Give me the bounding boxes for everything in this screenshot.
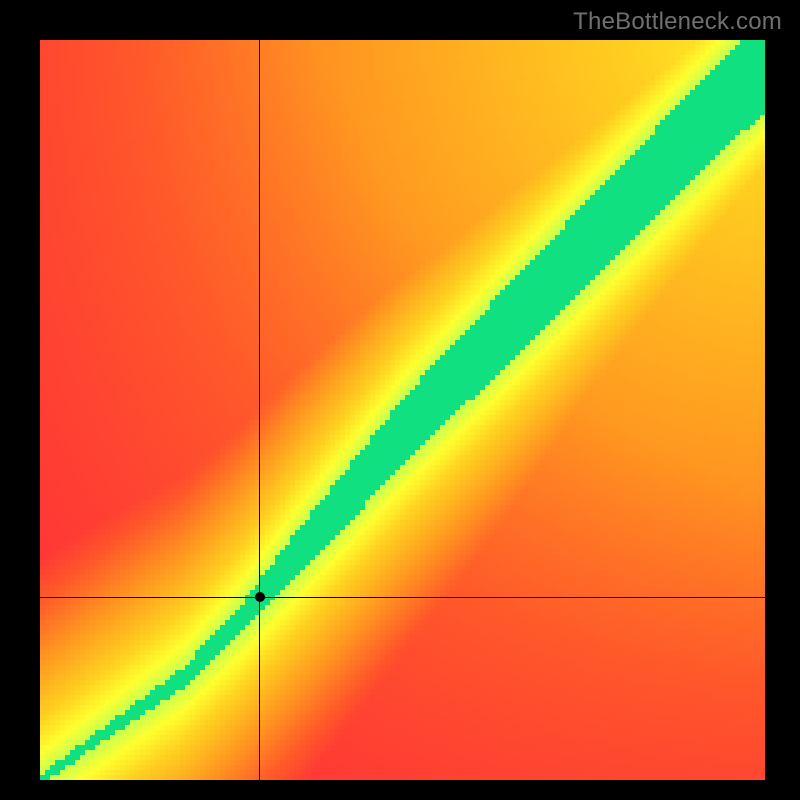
crosshair-vertical: [259, 40, 260, 780]
watermark-text: TheBottleneck.com: [573, 8, 782, 36]
plot-area: [40, 40, 765, 780]
crosshair-horizontal: [40, 597, 765, 598]
chart-frame: TheBottleneck.com: [0, 0, 800, 800]
crosshair-marker: [255, 592, 265, 602]
bottleneck-heatmap: [40, 40, 765, 780]
